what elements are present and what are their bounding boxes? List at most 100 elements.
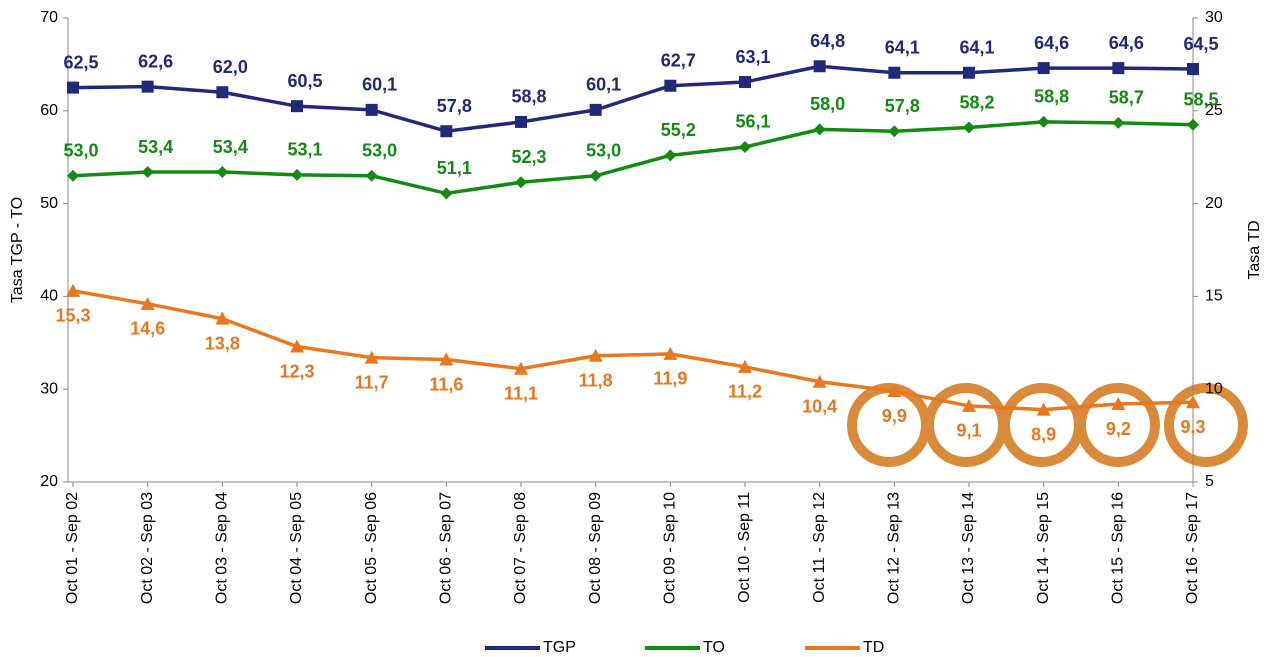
- value-label: 10,4: [802, 397, 837, 417]
- y2-tick-label: 10: [1205, 380, 1223, 397]
- x-tick-label: Oct 14 - Sep 15: [1035, 492, 1052, 604]
- value-label: 64,6: [1109, 33, 1144, 53]
- value-label: 15,3: [55, 306, 90, 326]
- highlight-ring: [1164, 383, 1248, 467]
- value-label: 58,2: [959, 92, 994, 112]
- marker: [216, 166, 229, 179]
- value-label: 57,8: [437, 96, 472, 116]
- value-label: 52,3: [511, 147, 546, 167]
- x-tick-label: Oct 04 - Sep 05: [288, 492, 305, 604]
- marker: [664, 79, 677, 92]
- y2-tick-label: 25: [1205, 102, 1223, 119]
- y-tick-label: 40: [40, 288, 58, 305]
- y2-axis-title: Tasa TD: [1246, 220, 1263, 279]
- value-label: 60,5: [287, 71, 322, 91]
- marker: [67, 169, 79, 182]
- value-label: 11,6: [429, 374, 463, 394]
- marker: [963, 66, 975, 79]
- marker: [1187, 118, 1199, 131]
- marker: [1111, 397, 1126, 411]
- marker: [888, 125, 901, 138]
- marker: [291, 168, 303, 181]
- marker: [1037, 115, 1050, 128]
- x-tick-label: Oct 11 - Sep 12: [811, 492, 828, 603]
- marker: [888, 66, 901, 79]
- marker: [67, 81, 79, 94]
- y2-tick-label: 20: [1205, 195, 1223, 212]
- value-label: 55,2: [661, 120, 696, 140]
- y-tick-label: 70: [40, 9, 58, 26]
- value-label: 53,0: [362, 141, 397, 161]
- x-tick-label: Oct 06 - Sep 07: [438, 492, 455, 604]
- value-label: 58,8: [1034, 87, 1069, 107]
- marker: [739, 76, 751, 89]
- marker: [588, 348, 603, 362]
- marker: [216, 86, 229, 99]
- value-label: 11,7: [355, 372, 389, 392]
- value-label: 62,0: [213, 57, 248, 77]
- value-label: 53,4: [138, 137, 173, 157]
- legend-label: TD: [863, 639, 884, 656]
- value-label: 11,9: [653, 369, 687, 389]
- marker: [887, 384, 902, 398]
- marker: [365, 169, 378, 182]
- value-label: 60,1: [586, 75, 621, 95]
- marker: [440, 125, 453, 138]
- y2-tick-label: 5: [1205, 473, 1214, 490]
- marker: [66, 283, 80, 297]
- series-line: [72, 289, 1194, 412]
- marker: [1037, 62, 1050, 75]
- value-label: 53,0: [586, 141, 621, 161]
- value-label: 62,6: [138, 51, 173, 71]
- marker: [290, 339, 304, 353]
- x-tick-label: Oct 09 - Sep 10: [662, 492, 679, 604]
- x-tick-label: Oct 12 - Sep 13: [886, 492, 903, 604]
- value-label: 12,3: [279, 361, 314, 381]
- marker: [962, 398, 976, 412]
- marker: [141, 166, 154, 179]
- x-tick-label: Oct 05 - Sep 06: [363, 492, 380, 604]
- marker: [739, 140, 751, 153]
- value-label: 11,1: [504, 384, 538, 404]
- value-label: 64,8: [810, 31, 845, 51]
- series-line: [72, 64, 1194, 133]
- marker: [514, 361, 528, 375]
- x-tick-label: Oct 13 - Sep 14: [960, 492, 977, 604]
- y2-tick-label: 15: [1205, 288, 1223, 305]
- value-label: 14,6: [130, 319, 165, 339]
- marker: [1112, 116, 1125, 129]
- marker: [365, 103, 378, 116]
- legend-label: TGP: [543, 639, 576, 656]
- value-label: 64,1: [959, 38, 994, 58]
- x-tick-label: Oct 07 - Sep 08: [512, 492, 529, 604]
- marker: [589, 169, 602, 182]
- value-label: 63,1: [735, 47, 770, 67]
- marker: [364, 350, 379, 364]
- x-tick-label: Oct 10 - Sep 11: [736, 492, 753, 603]
- value-label: 13,8: [205, 333, 240, 353]
- x-tick-label: Oct 16 - Sep 17: [1184, 492, 1201, 604]
- marker: [515, 115, 527, 128]
- value-label: 64,5: [1183, 34, 1218, 54]
- value-label: 58,0: [810, 94, 845, 114]
- value-label: 9,2: [1106, 419, 1131, 439]
- value-label: 58,5: [1183, 89, 1218, 109]
- value-label: 64,6: [1034, 33, 1069, 53]
- value-label: 64,1: [885, 38, 920, 58]
- value-label: 53,1: [287, 140, 322, 160]
- marker: [1186, 395, 1200, 409]
- y-tick-label: 50: [40, 195, 58, 212]
- marker: [664, 149, 677, 162]
- value-label: 9,1: [956, 421, 981, 441]
- marker: [663, 346, 678, 360]
- y-tick-label: 20: [40, 473, 58, 490]
- value-label: 9,3: [1180, 417, 1205, 437]
- marker: [291, 100, 303, 113]
- value-label: 9,9: [882, 406, 907, 426]
- value-label: 62,5: [63, 52, 98, 72]
- value-label: 58,7: [1109, 88, 1144, 108]
- value-label: 60,1: [362, 75, 397, 95]
- marker: [963, 121, 975, 134]
- value-label: 11,2: [728, 382, 762, 402]
